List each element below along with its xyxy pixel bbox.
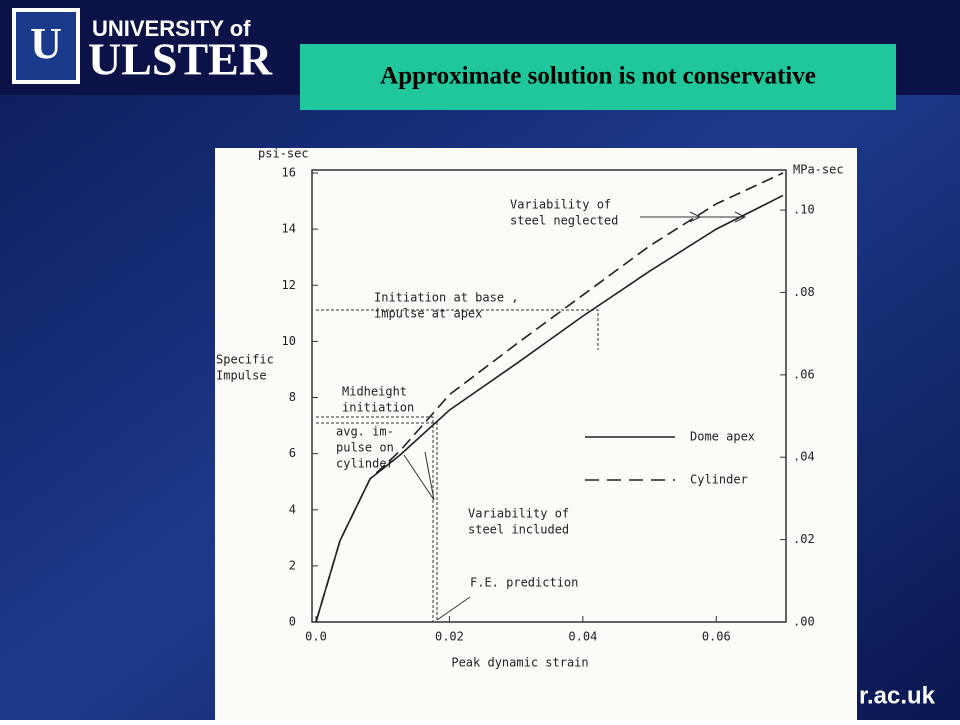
y2-tick-label: .10 <box>793 203 815 217</box>
arrows <box>403 211 747 621</box>
y2-tick-label: .08 <box>793 285 815 299</box>
annotation: steel included <box>468 523 569 537</box>
annotation: steel neglected <box>510 214 618 228</box>
ref-line <box>316 309 599 350</box>
chart-image <box>215 148 857 720</box>
y-tick-label: 2 <box>289 558 296 572</box>
y-axis-title: Specific <box>216 353 274 367</box>
y2-tick-label: .04 <box>793 450 815 464</box>
x-tick-label: 0.02 <box>435 630 464 644</box>
logo-mark: U <box>30 19 62 68</box>
y-tick-label: 6 <box>289 446 296 460</box>
legend-label: Dome apex <box>690 430 755 444</box>
y-axis-unit: psi-sec <box>258 147 309 161</box>
reference-lines <box>316 309 599 622</box>
x-tick-label: 0.0 <box>305 630 327 644</box>
arrow <box>700 211 747 223</box>
y-tick-label: 0 <box>289 615 296 629</box>
annotation: initiation <box>342 401 414 415</box>
y2-tick-label: .00 <box>793 615 815 629</box>
y-tick-label: 8 <box>289 390 296 404</box>
y-tick-label: 10 <box>282 334 296 348</box>
plot-frame <box>311 169 787 623</box>
annotation: cylinder <box>336 457 394 471</box>
annotation: Initiation at base , <box>374 291 519 305</box>
ref-line <box>316 416 434 622</box>
y2-tick-label: .02 <box>793 532 815 546</box>
logo-main: ULSTER <box>88 34 273 85</box>
annotation: Variability of <box>510 198 611 212</box>
x-tick-label: 0.06 <box>702 630 731 644</box>
x-axis-title: Peak dynamic strain <box>451 656 588 670</box>
arrow <box>436 596 471 621</box>
y2-tick-label: .06 <box>793 367 815 381</box>
footer-url: r.ac.uk <box>859 682 936 709</box>
y-tick-label: 4 <box>289 502 296 516</box>
logo-top: UNIVERSITY of <box>92 16 251 41</box>
annotation: impulse at apex <box>374 307 482 321</box>
x-tick-label: 0.04 <box>568 630 597 644</box>
banner-text: Approximate solution is not conservative <box>380 63 816 90</box>
series-line <box>315 172 784 623</box>
annotation: Midheight <box>342 385 407 399</box>
legend-label: Cylinder <box>690 473 748 487</box>
y-tick-label: 14 <box>282 222 296 236</box>
y-axis-title: Impulse <box>216 369 267 383</box>
annotation: Variability of <box>468 507 569 521</box>
y-tick-label: 16 <box>282 166 296 180</box>
ref-line <box>316 422 438 622</box>
annotation: pulse on <box>336 441 394 455</box>
annotation: F.E. prediction <box>470 576 578 590</box>
banner <box>300 44 896 110</box>
arrow <box>403 451 435 501</box>
y2-axis-unit: MPa-sec <box>793 163 844 177</box>
annotation: avg. im- <box>336 425 394 439</box>
logo-inner <box>16 12 76 80</box>
y-tick-label: 12 <box>282 278 296 292</box>
